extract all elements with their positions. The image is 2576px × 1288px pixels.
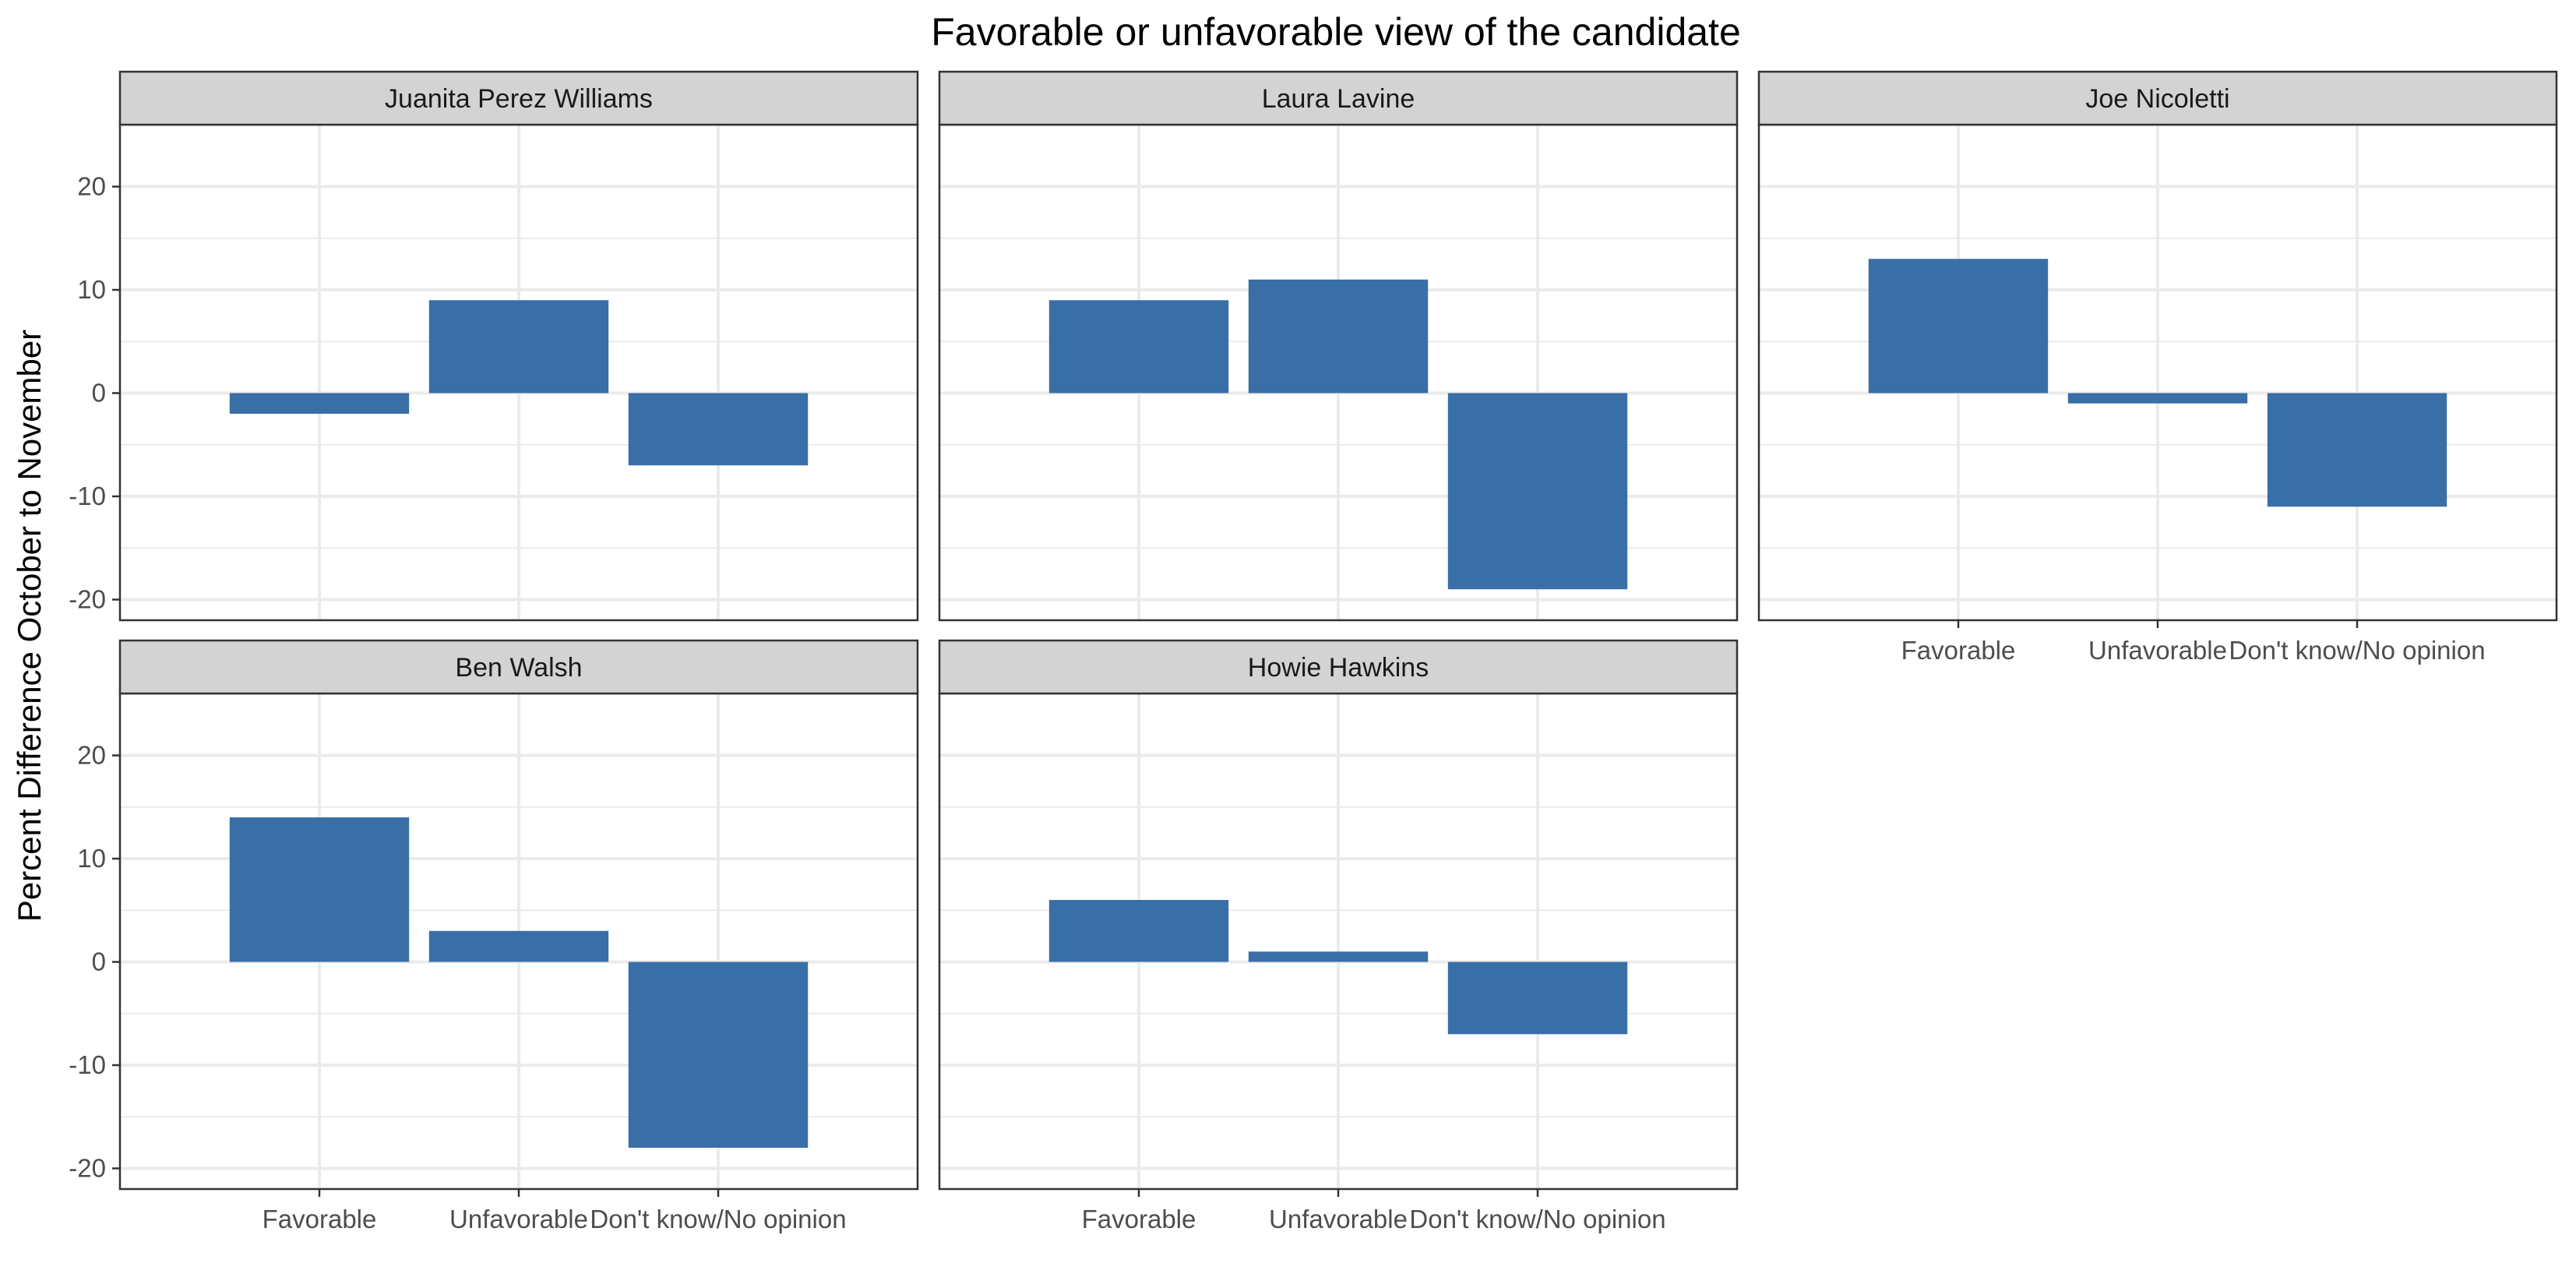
facet-strip-label: Howie Hawkins <box>1248 653 1429 683</box>
y-tick-label: 20 <box>77 741 106 770</box>
bar-don-t-know-no-opinion <box>628 393 809 466</box>
x-tick-label: Don't know/No opinion <box>2229 636 2485 665</box>
x-tick-label: Unfavorable <box>1269 1205 1408 1233</box>
y-tick-label: -10 <box>69 1050 106 1079</box>
bar-favorable <box>1048 900 1229 962</box>
bar-unfavorable <box>1248 951 1429 962</box>
facet-panels: Juanita Perez Williams -20 -10 0 10 20 Laura L… <box>69 70 2558 1233</box>
y-axis-label: Percent Difference October to November <box>11 330 48 922</box>
facet-panel-howie-hawkins: Howie Hawkins Favorable Unfavorable Don't k… <box>938 639 1739 1233</box>
y-tick-label: 0 <box>92 379 106 408</box>
bar-don-t-know-no-opinion <box>2267 393 2447 507</box>
facet-panel-joe-nicoletti: Joe Nicoletti Favorable Unfavorable Don't k… <box>1757 70 2558 665</box>
facet-strip-label: Joe Nicoletti <box>2085 84 2229 114</box>
y-tick-label: -10 <box>69 482 106 510</box>
chart-title: Favorable or unfavorable view of the can… <box>931 10 1741 54</box>
bar-favorable <box>229 817 410 962</box>
y-tick-label: 0 <box>92 947 106 976</box>
facet-strip <box>938 639 1739 695</box>
bar-unfavorable <box>428 930 609 962</box>
bar-unfavorable <box>2067 393 2248 404</box>
bar-unfavorable <box>1248 279 1429 393</box>
bar-don-t-know-no-opinion <box>1447 962 1628 1035</box>
y-tick-label: 20 <box>77 172 106 201</box>
facet-strip <box>938 70 1739 126</box>
facet-panel-ben-walsh: Ben Walsh -20 -10 0 10 20 Favorable Unfavorable… <box>69 639 919 1233</box>
y-tick-label: -20 <box>69 585 106 614</box>
bar-favorable <box>229 393 410 414</box>
facet-panel-laura-lavine: Laura Lavine <box>938 70 1739 622</box>
facet-strip-label: Ben Walsh <box>455 653 582 683</box>
x-tick-label: Don't know/No opinion <box>590 1205 846 1233</box>
facet-strip-label: Juanita Perez Williams <box>385 84 653 114</box>
y-tick-label: -20 <box>69 1154 106 1183</box>
y-tick-label: 10 <box>77 275 106 304</box>
facet-panel-juanita-perez-williams: Juanita Perez Williams -20 -10 0 10 20 <box>69 70 919 622</box>
x-tick-label: Unfavorable <box>449 1205 588 1233</box>
y-tick-label: 10 <box>77 844 106 873</box>
x-tick-label: Favorable <box>263 1205 377 1233</box>
x-tick-label: Favorable <box>1901 636 2016 665</box>
bar-favorable <box>1048 300 1229 393</box>
bar-favorable <box>1868 259 2049 393</box>
bar-don-t-know-no-opinion <box>628 962 809 1148</box>
bar-unfavorable <box>428 300 609 393</box>
x-tick-label: Unfavorable <box>2088 636 2227 665</box>
facet-strip <box>118 639 919 695</box>
x-tick-label: Favorable <box>1082 1205 1196 1233</box>
facet-strip <box>118 70 919 126</box>
bar-don-t-know-no-opinion <box>1447 393 1628 590</box>
x-tick-label: Don't know/No opinion <box>1409 1205 1665 1233</box>
facet-strip <box>1757 70 2558 126</box>
facet-strip-label: Laura Lavine <box>1262 84 1415 114</box>
